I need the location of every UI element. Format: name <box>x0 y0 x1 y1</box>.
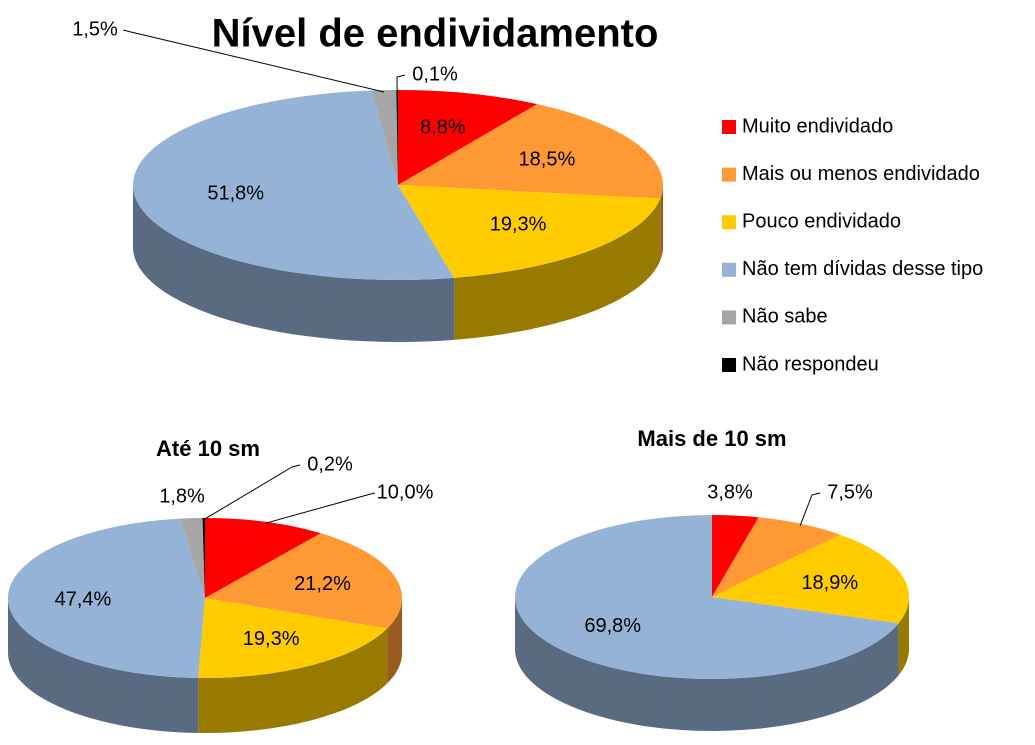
pie-side <box>515 597 899 731</box>
data-label: 47,4% <box>55 589 112 611</box>
leader-line <box>203 464 301 521</box>
data-label: 10,0% <box>377 481 434 503</box>
pie-slice <box>205 518 321 598</box>
pie-slice <box>198 598 388 679</box>
data-label: 8,8% <box>420 117 466 139</box>
data-label: 69,8% <box>584 615 641 637</box>
pie-slice <box>712 517 841 597</box>
legend-swatch <box>722 262 736 277</box>
leader-line <box>799 492 821 526</box>
pie-side <box>660 185 663 261</box>
pie-side <box>387 598 402 684</box>
pie-side <box>133 185 455 342</box>
data-label: 51,8% <box>207 182 264 204</box>
legend-swatch <box>722 310 736 325</box>
pie-slice <box>7 518 206 678</box>
pie-slice <box>398 104 663 199</box>
data-label: 7,5% <box>827 481 873 503</box>
data-label: 3,8% <box>707 481 753 503</box>
leader-line <box>264 492 376 524</box>
pie-slice <box>396 90 398 185</box>
pie-slice <box>202 518 205 598</box>
legend-label: Pouco endividado <box>742 210 901 232</box>
chart-title: Até 10 sm <box>156 436 260 461</box>
chart-title: Mais de 10 sm <box>637 426 786 451</box>
data-label: 1,8% <box>159 485 205 507</box>
legend-swatch <box>722 215 736 230</box>
pie-slice <box>133 90 455 280</box>
legend-swatch <box>722 120 736 134</box>
pie-slice <box>205 533 402 629</box>
pie-slice <box>514 515 899 679</box>
data-label: 1,5% <box>72 18 118 40</box>
pie-slice <box>712 534 909 624</box>
data-label: 18,9% <box>801 572 858 594</box>
chart-title: Nível de endividamento <box>212 12 659 56</box>
pie-slice <box>398 90 538 185</box>
pie-side <box>454 198 661 340</box>
data-label: 21,2% <box>294 573 351 595</box>
pie-slice <box>398 185 661 278</box>
data-label: 19,3% <box>243 628 300 650</box>
pie-slice <box>712 515 759 597</box>
data-label: 19,3% <box>490 213 547 235</box>
legend-swatch <box>722 358 736 372</box>
pie-side <box>8 598 199 733</box>
legend-label: Muito endividado <box>742 115 893 137</box>
legend-label: Não tem dívidas desse tipo <box>742 258 983 280</box>
data-label: 0,2% <box>307 453 353 475</box>
legend-label: Não respondeu <box>742 353 879 375</box>
pie-slice <box>371 90 398 185</box>
legend-label: Não sabe <box>742 306 828 328</box>
leader-line <box>396 74 406 92</box>
legend-label: Mais ou menos endividado <box>742 163 980 185</box>
data-label: 18,5% <box>519 148 576 170</box>
legend-swatch <box>722 167 736 182</box>
pie-slice <box>180 518 205 598</box>
pie-side <box>198 628 388 733</box>
pie-side <box>898 597 909 676</box>
leader-line <box>122 29 385 93</box>
data-label: 0,1% <box>412 63 458 85</box>
